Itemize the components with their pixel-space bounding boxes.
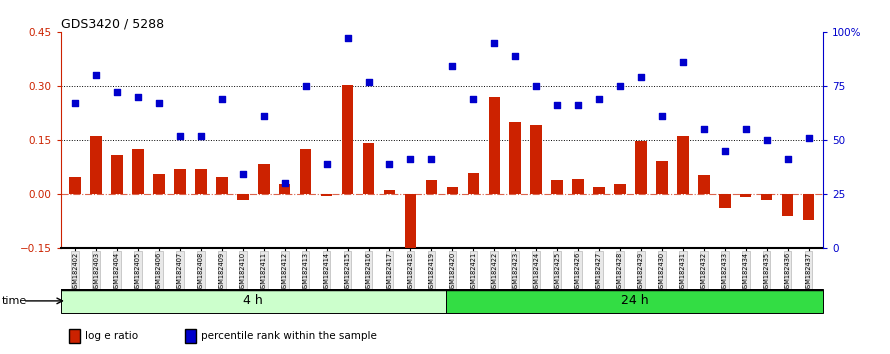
Point <box>194 133 208 138</box>
Text: GDS3420 / 5288: GDS3420 / 5288 <box>61 18 164 31</box>
Bar <box>69 177 81 194</box>
Bar <box>656 161 668 194</box>
Point <box>781 156 795 162</box>
Bar <box>405 194 417 253</box>
Point <box>550 102 564 108</box>
Point <box>466 96 481 102</box>
Point <box>425 156 439 162</box>
Point <box>571 102 586 108</box>
Bar <box>552 180 562 194</box>
Point <box>487 40 501 45</box>
Text: 4 h: 4 h <box>244 295 263 307</box>
Bar <box>237 194 248 200</box>
Bar <box>363 143 375 194</box>
Bar <box>133 149 144 194</box>
Point <box>278 180 292 186</box>
Point <box>508 53 522 58</box>
Point <box>802 135 816 141</box>
Point <box>759 137 773 143</box>
Point <box>152 100 166 106</box>
Point <box>717 148 732 153</box>
Bar <box>446 289 823 313</box>
Point <box>445 64 459 69</box>
Bar <box>467 173 479 194</box>
Bar <box>174 169 186 194</box>
Bar <box>447 187 458 194</box>
Bar <box>614 184 626 194</box>
Bar <box>195 169 206 194</box>
Bar <box>216 177 228 194</box>
Text: log e ratio: log e ratio <box>85 331 139 341</box>
Point <box>655 113 669 119</box>
Bar <box>782 194 793 216</box>
Point <box>529 83 543 88</box>
Text: percentile rank within the sample: percentile rank within the sample <box>201 331 377 341</box>
Bar <box>258 164 270 194</box>
Bar <box>300 149 311 194</box>
Bar <box>489 97 500 194</box>
Point <box>256 113 271 119</box>
Bar <box>803 194 814 220</box>
Bar <box>91 136 101 194</box>
Point <box>236 172 250 177</box>
Point <box>383 161 397 166</box>
Bar <box>677 136 689 194</box>
Point <box>68 100 82 106</box>
Bar <box>698 175 709 194</box>
Point <box>592 96 606 102</box>
Text: 24 h: 24 h <box>621 295 649 307</box>
Bar <box>530 125 542 194</box>
Bar <box>509 122 521 194</box>
Bar <box>321 194 332 196</box>
Point <box>697 126 711 132</box>
Point <box>403 156 417 162</box>
Point <box>739 126 753 132</box>
Point <box>634 74 648 80</box>
Bar <box>61 289 446 313</box>
Bar <box>153 174 165 194</box>
Point <box>131 94 145 99</box>
Bar <box>425 180 437 194</box>
Point <box>173 133 187 138</box>
Point <box>613 83 627 88</box>
Bar <box>384 190 395 194</box>
Point <box>320 161 334 166</box>
Bar <box>740 194 751 198</box>
Bar <box>111 155 123 194</box>
Point <box>341 35 355 41</box>
Point <box>298 83 312 88</box>
Point <box>89 72 103 78</box>
Bar <box>279 184 290 194</box>
Bar <box>572 179 584 194</box>
Point <box>361 79 376 84</box>
Bar <box>635 141 647 194</box>
Point <box>214 96 229 102</box>
Point <box>110 90 125 95</box>
Bar <box>342 85 353 194</box>
Bar <box>719 194 731 208</box>
Bar <box>761 194 773 200</box>
Text: time: time <box>2 296 27 306</box>
Point <box>676 59 690 65</box>
Bar <box>594 187 605 194</box>
